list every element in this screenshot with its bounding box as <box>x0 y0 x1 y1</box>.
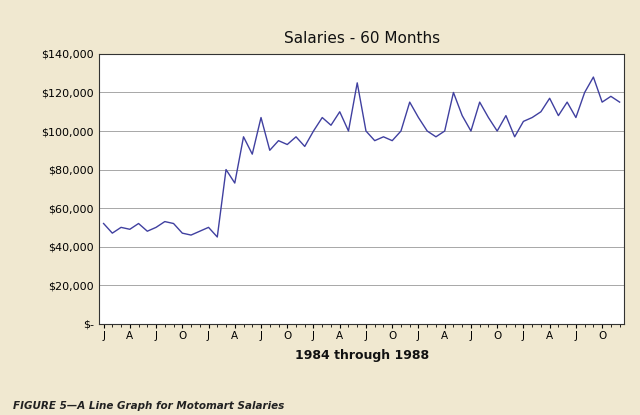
Title: Salaries - 60 Months: Salaries - 60 Months <box>284 31 440 46</box>
Text: FIGURE 5—A Line Graph for Motomart Salaries: FIGURE 5—A Line Graph for Motomart Salar… <box>13 401 284 411</box>
X-axis label: 1984 through 1988: 1984 through 1988 <box>294 349 429 362</box>
